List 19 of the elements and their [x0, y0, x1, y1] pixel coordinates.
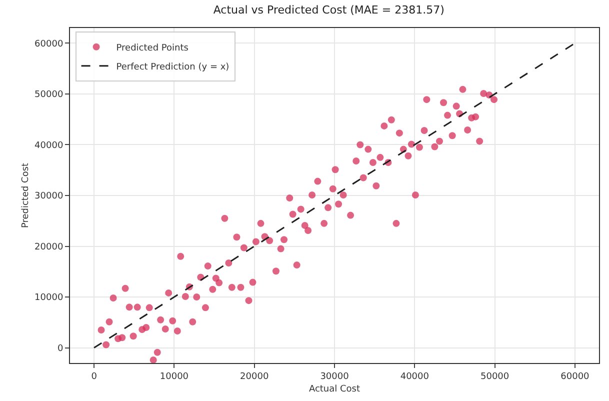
chart-title: Actual vs Predicted Cost (MAE = 2381.57)	[213, 4, 444, 17]
x-tick-label: 50000	[480, 372, 510, 382]
y-axis-title: Predicted Cost	[20, 162, 31, 228]
x-tick-label: 20000	[240, 372, 269, 382]
y-tick-label: 40000	[34, 140, 64, 151]
y-tick-label: 10000	[34, 293, 64, 304]
x-tick-label: 10000	[160, 372, 189, 382]
y-tick-label: 50000	[34, 90, 64, 100]
x-tick-label: 30000	[320, 372, 350, 382]
legend-label: Predicted Points	[116, 43, 189, 54]
y-tick-label: 60000	[34, 39, 64, 50]
x-tick-label: 40000	[400, 372, 430, 382]
y-tick-label: 30000	[34, 192, 64, 202]
x-axis-title: Actual Cost	[308, 384, 360, 395]
y-tick-label: 20000	[34, 242, 64, 252]
legend-label: Perfect Prediction (y = x)	[116, 62, 230, 72]
x-tick-label: 60000	[560, 372, 590, 382]
x-tick-label: 0	[91, 372, 98, 382]
y-tick-label: 0	[57, 344, 64, 354]
